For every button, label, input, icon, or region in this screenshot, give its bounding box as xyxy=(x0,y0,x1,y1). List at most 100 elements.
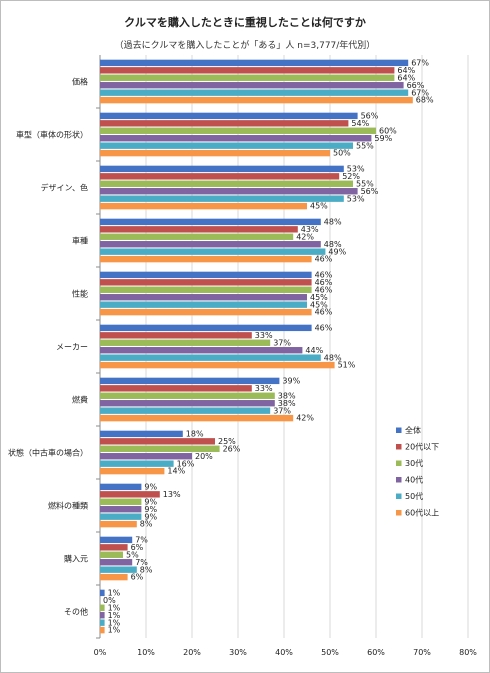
data-label: 46% xyxy=(315,308,333,317)
x-tick-label: 50% xyxy=(321,648,339,657)
data-label: 8% xyxy=(140,565,153,574)
legend-swatch xyxy=(396,460,402,466)
bar xyxy=(100,271,312,279)
bar xyxy=(100,604,105,611)
bar xyxy=(100,559,133,566)
category-label: メーカー xyxy=(56,343,88,352)
data-label: 9% xyxy=(144,482,157,491)
legend-swatch xyxy=(396,493,402,499)
bar xyxy=(100,544,128,551)
bar xyxy=(100,255,312,263)
data-label: 46% xyxy=(315,278,333,287)
bar xyxy=(100,520,137,528)
data-label: 38% xyxy=(278,391,296,400)
data-label: 46% xyxy=(315,285,333,294)
category-label: デザイン、色 xyxy=(40,183,88,193)
data-label: 67% xyxy=(411,58,429,67)
bar xyxy=(100,308,312,316)
bar xyxy=(100,407,271,414)
bar xyxy=(100,142,353,149)
data-label: 55% xyxy=(356,179,374,188)
data-label: 37% xyxy=(273,338,291,347)
legend-swatch xyxy=(396,510,402,516)
bar xyxy=(100,612,105,619)
bar xyxy=(100,195,344,202)
bar xyxy=(100,127,376,134)
data-label: 54% xyxy=(351,119,369,128)
chart-title: クルマを購入したときに重視したことは何ですか xyxy=(124,16,366,29)
data-label: 9% xyxy=(144,497,157,506)
bar xyxy=(100,445,220,452)
data-label: 33% xyxy=(255,331,273,340)
bar xyxy=(100,626,105,634)
data-label: 45% xyxy=(310,293,328,302)
bar xyxy=(100,301,307,308)
x-tick-label: 60% xyxy=(367,648,385,657)
x-tick-label: 40% xyxy=(275,648,293,657)
data-label: 1% xyxy=(108,618,121,627)
bar xyxy=(100,241,321,248)
bar xyxy=(100,566,137,573)
data-label: 59% xyxy=(374,134,392,143)
data-label: 25% xyxy=(218,437,236,446)
bar xyxy=(100,467,165,475)
data-label: 55% xyxy=(356,141,374,150)
bar xyxy=(100,414,294,422)
data-label: 7% xyxy=(135,558,148,567)
data-label: 45% xyxy=(310,202,328,211)
data-label: 6% xyxy=(131,543,144,552)
data-label: 46% xyxy=(315,255,333,264)
bar xyxy=(100,573,128,581)
data-label: 48% xyxy=(324,353,342,362)
data-label: 67% xyxy=(411,88,429,97)
bar xyxy=(100,218,321,226)
bar xyxy=(100,506,142,513)
bar xyxy=(100,483,142,491)
legend-label: 60代以上 xyxy=(405,508,439,518)
bar xyxy=(100,82,404,89)
data-label: 56% xyxy=(361,187,379,196)
data-label: 9% xyxy=(144,512,157,521)
x-tick-label: 20% xyxy=(183,648,201,657)
data-label: 26% xyxy=(223,444,241,453)
bar xyxy=(100,165,344,173)
bar xyxy=(100,513,142,520)
data-label: 52% xyxy=(342,172,360,181)
bar xyxy=(100,438,215,445)
data-label: 50% xyxy=(333,149,351,158)
data-label: 20% xyxy=(195,452,213,461)
bar xyxy=(100,339,271,346)
x-tick-label: 10% xyxy=(137,648,155,657)
bar xyxy=(100,332,252,339)
bar xyxy=(100,202,307,210)
legend-swatch xyxy=(396,427,402,433)
bar xyxy=(100,279,312,286)
bar xyxy=(100,294,307,301)
category-label: 燃費 xyxy=(72,395,88,405)
legend-swatch xyxy=(396,444,402,450)
data-label: 1% xyxy=(108,603,121,612)
data-label: 46% xyxy=(315,323,333,332)
bar xyxy=(100,589,105,597)
data-label: 56% xyxy=(361,111,379,120)
bar xyxy=(100,89,409,96)
data-label: 1% xyxy=(108,588,121,597)
x-tick-label: 30% xyxy=(229,648,247,657)
bar xyxy=(100,347,303,354)
category-label: その他 xyxy=(64,607,88,617)
data-label: 49% xyxy=(328,247,346,256)
bar xyxy=(100,385,252,392)
x-tick-label: 0% xyxy=(94,648,107,657)
bar xyxy=(100,430,183,438)
data-label: 8% xyxy=(140,520,153,529)
data-label: 5% xyxy=(126,550,139,559)
data-label: 16% xyxy=(177,459,195,468)
bar xyxy=(100,233,294,240)
data-label: 1% xyxy=(108,611,121,620)
data-label: 64% xyxy=(397,66,415,75)
bar xyxy=(100,551,123,558)
data-label: 38% xyxy=(278,399,296,408)
bar xyxy=(100,392,275,399)
data-label: 14% xyxy=(167,467,185,476)
